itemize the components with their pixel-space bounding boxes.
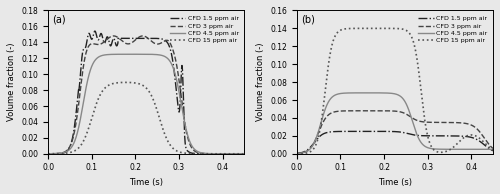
CFD 4.5 ppm air: [236, 153, 242, 155]
CFD 15 ppm air: [490, 149, 496, 151]
CFD 15 ppm air: [140, 85, 146, 87]
CFD 1.5 ppm air: [304, 149, 310, 152]
CFD 3 ppm air: [55, 152, 61, 155]
CFD 3 ppm air: [236, 153, 242, 155]
CFD 3 ppm air: [136, 36, 141, 39]
CFD 4.5 ppm air: [484, 148, 490, 151]
CFD 3 ppm air: [294, 152, 300, 155]
CFD 1.5 ppm air: [448, 135, 454, 137]
CFD 4.5 ppm air: [364, 92, 370, 94]
CFD 15 ppm air: [384, 27, 390, 29]
Line: CFD 15 ppm air: CFD 15 ppm air: [48, 82, 244, 154]
Legend: CFD 1.5 ppm air, CFD 3 ppm air, CFD 4.5 ppm air, CFD 15 ppm air: CFD 1.5 ppm air, CFD 3 ppm air, CFD 4.5 …: [167, 14, 242, 46]
CFD 4.5 ppm air: [390, 92, 396, 95]
CFD 3 ppm air: [384, 110, 390, 112]
CFD 1.5 ppm air: [55, 152, 61, 155]
CFD 15 ppm air: [370, 27, 376, 29]
CFD 1.5 ppm air: [236, 153, 242, 155]
CFD 1.5 ppm air: [236, 153, 242, 155]
CFD 4.5 ppm air: [129, 53, 135, 55]
CFD 1.5 ppm air: [45, 153, 51, 155]
CFD 3 ppm air: [242, 153, 248, 155]
CFD 4.5 ppm air: [384, 92, 390, 94]
CFD 3 ppm air: [484, 141, 490, 144]
CFD 1.5 ppm air: [362, 130, 368, 133]
CFD 4.5 ppm air: [200, 152, 206, 154]
CFD 4.5 ppm air: [140, 53, 146, 55]
CFD 4.5 ppm air: [294, 152, 300, 155]
CFD 15 ppm air: [122, 81, 128, 84]
CFD 1.5 ppm air: [242, 153, 248, 155]
X-axis label: Time (s): Time (s): [130, 178, 164, 187]
CFD 15 ppm air: [448, 148, 454, 150]
CFD 1.5 ppm air: [484, 146, 490, 148]
CFD 15 ppm air: [136, 82, 141, 85]
CFD 15 ppm air: [242, 153, 248, 155]
Y-axis label: Volume fraction (-): Volume fraction (-): [7, 43, 16, 121]
Line: CFD 1.5 ppm air: CFD 1.5 ppm air: [297, 131, 493, 153]
Legend: CFD 1.5 ppm air, CFD 3 ppm air, CFD 4.5 ppm air, CFD 15 ppm air: CFD 1.5 ppm air, CFD 3 ppm air, CFD 4.5 …: [416, 14, 490, 46]
CFD 1.5 ppm air: [136, 37, 141, 40]
CFD 15 ppm air: [294, 152, 300, 155]
CFD 3 ppm air: [484, 141, 490, 144]
Line: CFD 1.5 ppm air: CFD 1.5 ppm air: [48, 31, 244, 154]
CFD 15 ppm air: [236, 153, 242, 155]
Line: CFD 3 ppm air: CFD 3 ppm air: [297, 111, 493, 153]
CFD 1.5 ppm air: [390, 130, 396, 133]
Line: CFD 4.5 ppm air: CFD 4.5 ppm air: [48, 54, 244, 154]
Line: CFD 3 ppm air: CFD 3 ppm air: [48, 36, 244, 154]
CFD 15 ppm air: [390, 27, 396, 29]
CFD 1.5 ppm air: [92, 30, 98, 32]
CFD 3 ppm air: [200, 152, 206, 155]
CFD 15 ppm air: [236, 153, 242, 155]
CFD 15 ppm air: [200, 153, 206, 155]
CFD 1.5 ppm air: [140, 37, 146, 40]
CFD 1.5 ppm air: [490, 150, 496, 152]
CFD 4.5 ppm air: [236, 153, 242, 155]
Y-axis label: Volume fraction (-): Volume fraction (-): [256, 43, 264, 121]
CFD 4.5 ppm air: [136, 53, 141, 55]
CFD 3 ppm air: [140, 35, 146, 37]
CFD 1.5 ppm air: [484, 146, 490, 148]
CFD 4.5 ppm air: [484, 148, 490, 151]
CFD 15 ppm air: [304, 152, 310, 154]
CFD 3 ppm air: [45, 153, 51, 155]
CFD 3 ppm air: [304, 150, 310, 152]
Text: (a): (a): [52, 15, 66, 25]
CFD 3 ppm air: [448, 121, 454, 124]
Text: (b): (b): [301, 15, 314, 25]
CFD 4.5 ppm air: [55, 152, 61, 155]
CFD 1.5 ppm air: [200, 153, 206, 155]
X-axis label: Time (s): Time (s): [378, 178, 412, 187]
CFD 15 ppm air: [484, 145, 490, 147]
CFD 4.5 ppm air: [242, 153, 248, 155]
Line: CFD 4.5 ppm air: CFD 4.5 ppm air: [297, 93, 493, 153]
CFD 3 ppm air: [390, 110, 396, 112]
CFD 15 ppm air: [55, 152, 61, 155]
CFD 1.5 ppm air: [384, 130, 390, 133]
CFD 15 ppm air: [45, 153, 51, 155]
CFD 1.5 ppm air: [294, 152, 300, 155]
CFD 3 ppm air: [490, 147, 496, 150]
CFD 4.5 ppm air: [448, 148, 454, 151]
Line: CFD 15 ppm air: CFD 15 ppm air: [297, 28, 493, 154]
CFD 3 ppm air: [364, 110, 370, 112]
CFD 4.5 ppm air: [45, 152, 51, 155]
CFD 3 ppm air: [140, 35, 145, 37]
CFD 4.5 ppm air: [304, 150, 310, 152]
CFD 15 ppm air: [484, 145, 490, 147]
CFD 3 ppm air: [236, 153, 242, 155]
CFD 4.5 ppm air: [490, 148, 496, 151]
